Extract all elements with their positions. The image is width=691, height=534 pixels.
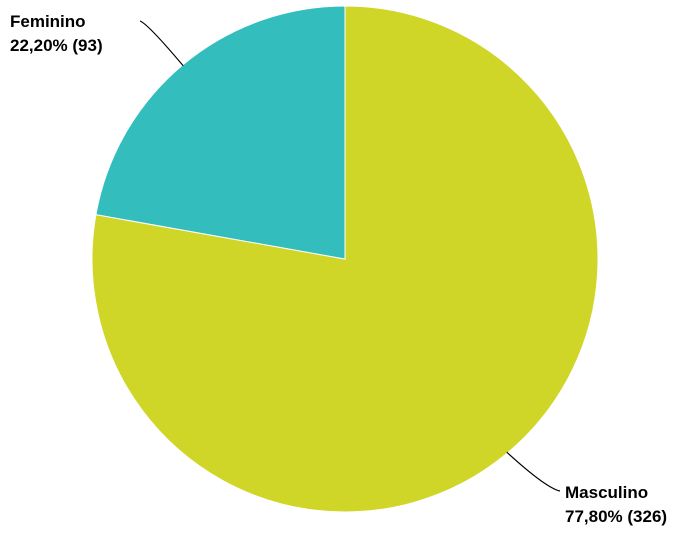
leader-line-masculino bbox=[506, 451, 561, 492]
pie-slice-feminino bbox=[95, 5, 346, 260]
slice-label-feminino-name: Feminino bbox=[10, 12, 86, 31]
slice-label-masculino: Masculino 77,80% (326) bbox=[565, 483, 667, 526]
leader-line-feminino bbox=[139, 20, 184, 67]
label-leaders bbox=[139, 20, 561, 492]
pie-slices bbox=[91, 5, 599, 513]
slice-label-feminino: Feminino 22,20% (93) bbox=[10, 12, 103, 55]
slice-label-feminino-value: 22,20% (93) bbox=[10, 36, 103, 55]
slice-label-masculino-value: 77,80% (326) bbox=[565, 507, 667, 526]
slice-label-masculino-name: Masculino bbox=[565, 483, 648, 502]
